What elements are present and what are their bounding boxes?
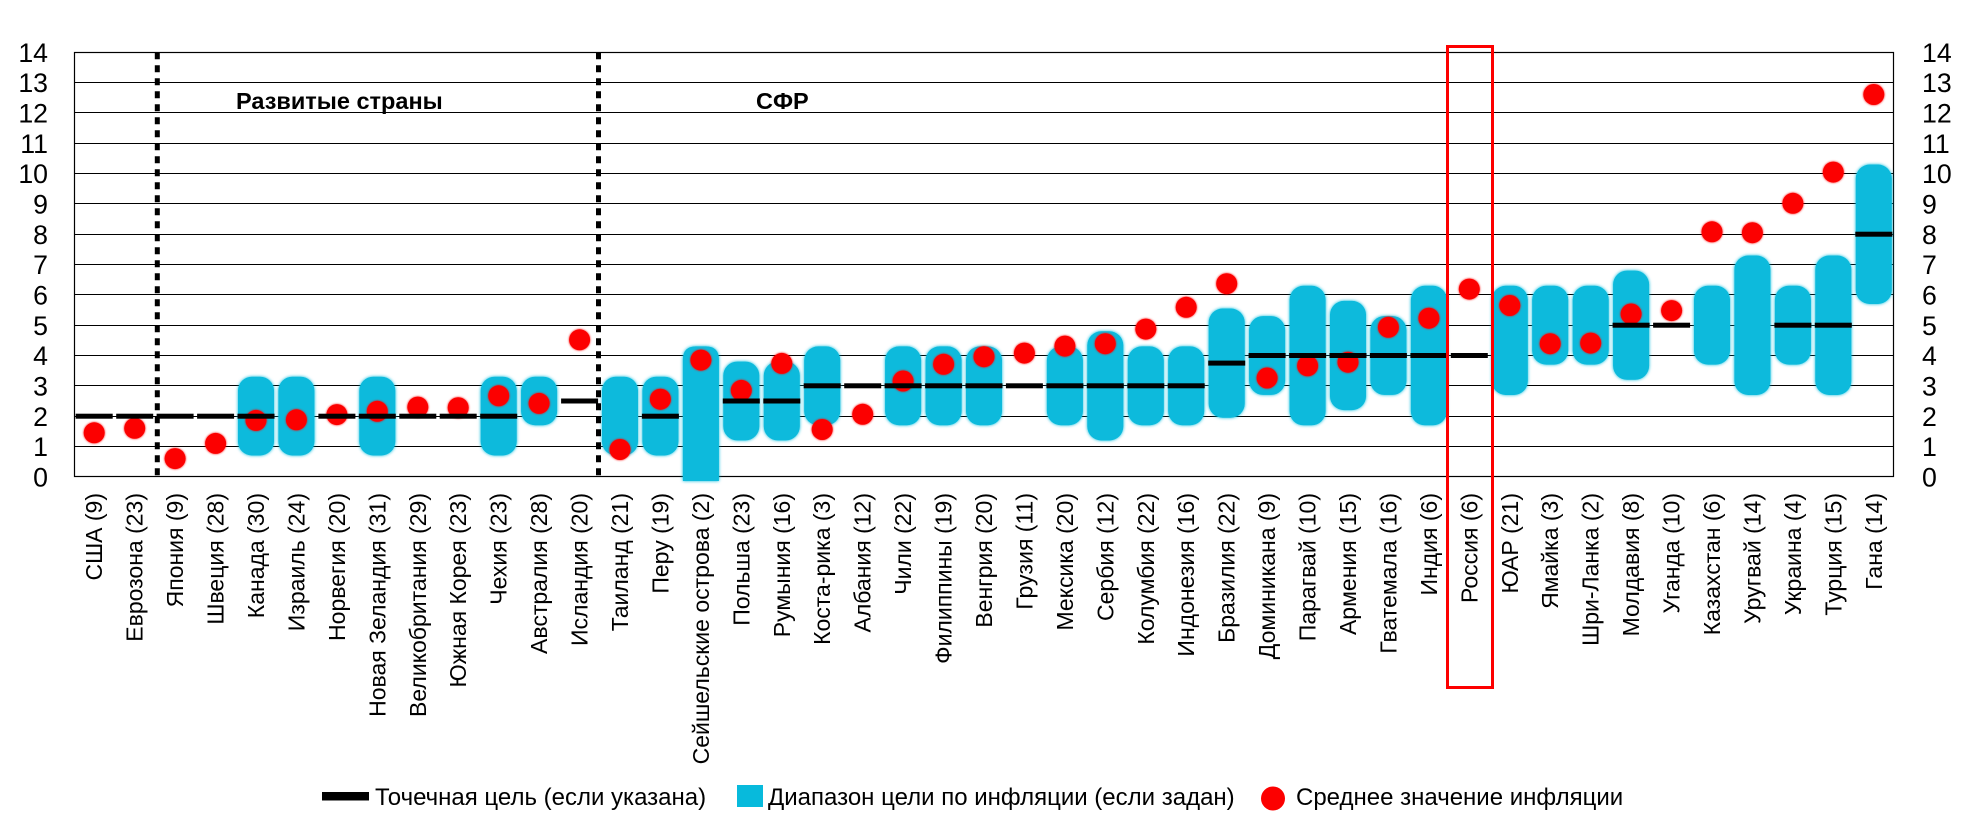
svg-text:Филиппины (19): Филиппины (19) xyxy=(931,493,957,664)
svg-text:11: 11 xyxy=(20,129,48,159)
svg-text:3: 3 xyxy=(33,371,48,401)
svg-text:4: 4 xyxy=(1922,341,1937,371)
svg-text:СФР: СФР xyxy=(756,88,809,114)
svg-text:7: 7 xyxy=(1922,250,1937,280)
svg-text:4: 4 xyxy=(33,341,48,371)
svg-text:Швеция (28): Швеция (28) xyxy=(203,493,229,625)
svg-text:Исландия (20): Исландия (20) xyxy=(567,493,593,646)
svg-text:Австралия (28): Австралия (28) xyxy=(526,493,552,654)
svg-text:Молдавия (8): Молдавия (8) xyxy=(1618,493,1644,636)
svg-text:Мексика (20): Мексика (20) xyxy=(1052,493,1078,631)
svg-text:Колумбия (22): Колумбия (22) xyxy=(1133,493,1159,645)
svg-text:6: 6 xyxy=(1922,281,1937,311)
svg-text:Армения (15): Армения (15) xyxy=(1335,493,1361,635)
svg-text:Перу (19): Перу (19) xyxy=(647,493,673,594)
svg-text:2: 2 xyxy=(33,402,48,432)
svg-text:Канада (30): Канада (30) xyxy=(243,493,269,618)
svg-text:Венгрия (20): Венгрия (20) xyxy=(971,493,997,628)
svg-text:9: 9 xyxy=(33,190,48,220)
svg-text:1: 1 xyxy=(1922,432,1937,462)
svg-text:Бразилия (22): Бразилия (22) xyxy=(1214,493,1240,643)
svg-text:Норвегия (20): Норвегия (20) xyxy=(324,493,350,641)
svg-text:Албания (12): Албания (12) xyxy=(850,493,876,633)
svg-text:0: 0 xyxy=(1922,462,1937,492)
svg-text:Диапазон цели по инфляции (есл: Диапазон цели по инфляции (если задан) xyxy=(768,784,1235,811)
svg-text:Индия (6): Индия (6) xyxy=(1416,493,1442,595)
svg-text:5: 5 xyxy=(33,311,48,341)
svg-text:Еврозона (23): Еврозона (23) xyxy=(122,493,148,642)
svg-text:12: 12 xyxy=(18,99,48,129)
svg-text:ЮАР (21): ЮАР (21) xyxy=(1497,493,1523,593)
svg-text:6: 6 xyxy=(33,281,48,311)
svg-text:0: 0 xyxy=(33,462,48,492)
svg-text:Гана (14): Гана (14) xyxy=(1861,493,1887,590)
svg-text:Новая Зеландия (31): Новая Зеландия (31) xyxy=(364,493,390,717)
svg-text:Парагвай (10): Парагвай (10) xyxy=(1295,493,1321,641)
svg-text:Чехия (23): Чехия (23) xyxy=(486,493,512,605)
svg-text:Румыния (16): Румыния (16) xyxy=(769,493,795,637)
svg-text:Сейшельские острова (2): Сейшельские острова (2) xyxy=(688,493,714,764)
svg-text:13: 13 xyxy=(1922,68,1952,98)
svg-text:Развитые страны: Развитые страны xyxy=(236,88,443,114)
svg-text:Польша (23): Польша (23) xyxy=(728,493,754,626)
svg-text:5: 5 xyxy=(1922,311,1937,341)
svg-text:Чили (22): Чили (22) xyxy=(890,493,916,595)
svg-text:7: 7 xyxy=(33,250,48,280)
svg-text:14: 14 xyxy=(18,38,48,68)
svg-text:Доминикана (9): Доминикана (9) xyxy=(1254,493,1280,659)
svg-text:Коста-рика (3): Коста-рика (3) xyxy=(809,493,835,645)
svg-text:3: 3 xyxy=(1922,371,1937,401)
svg-text:Среднее значение инфляции: Среднее значение инфляции xyxy=(1296,784,1623,811)
svg-text:12: 12 xyxy=(1922,99,1952,129)
svg-text:9: 9 xyxy=(1922,190,1937,220)
svg-text:Ямайка (3): Ямайка (3) xyxy=(1537,493,1563,609)
svg-text:2: 2 xyxy=(1922,402,1937,432)
svg-text:Украина (4): Украина (4) xyxy=(1780,493,1806,615)
svg-text:11: 11 xyxy=(1922,129,1950,159)
svg-text:Россия (6): Россия (6) xyxy=(1456,493,1482,603)
svg-text:Уругвай (14): Уругвай (14) xyxy=(1739,493,1765,624)
svg-text:Таиланд (21): Таиланд (21) xyxy=(607,493,633,631)
svg-text:Израиль (24): Израиль (24) xyxy=(283,493,309,631)
svg-text:10: 10 xyxy=(18,159,48,189)
svg-text:Шри-Ланка (2): Шри-Ланка (2) xyxy=(1578,493,1604,646)
svg-text:Южная Корея (23): Южная Корея (23) xyxy=(445,493,471,687)
svg-text:8: 8 xyxy=(33,220,48,250)
svg-text:13: 13 xyxy=(18,68,48,98)
svg-text:8: 8 xyxy=(1922,220,1937,250)
svg-text:Индонезия (16): Индонезия (16) xyxy=(1173,493,1199,657)
svg-text:США (9): США (9) xyxy=(81,493,107,581)
svg-text:Гватемала (16): Гватемала (16) xyxy=(1375,493,1401,654)
svg-text:14: 14 xyxy=(1922,38,1952,68)
svg-text:Грузия (11): Грузия (11) xyxy=(1011,493,1037,610)
svg-text:Турция (15): Турция (15) xyxy=(1820,493,1846,616)
svg-text:Сербия (12): Сербия (12) xyxy=(1092,493,1118,621)
svg-text:Точечная цель (если указана): Точечная цель (если указана) xyxy=(375,784,706,811)
svg-text:Япония (9): Япония (9) xyxy=(162,493,188,607)
svg-text:Уганда (10): Уганда (10) xyxy=(1659,493,1685,613)
svg-text:1: 1 xyxy=(33,432,48,462)
svg-text:10: 10 xyxy=(1922,159,1952,189)
svg-text:Казахстан (6): Казахстан (6) xyxy=(1699,493,1725,635)
svg-text:Великобритания (29): Великобритания (29) xyxy=(405,493,431,717)
